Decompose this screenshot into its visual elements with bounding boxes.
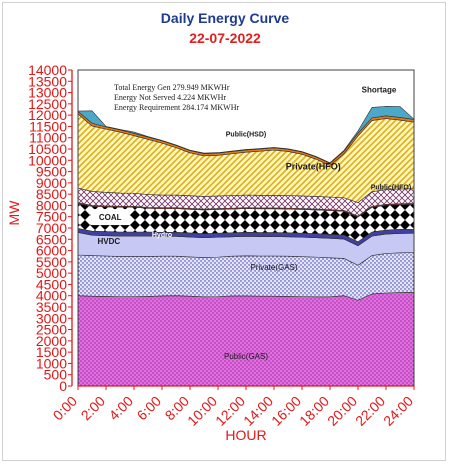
- chart-title: Daily Energy Curve: [160, 10, 290, 26]
- y-tick-label: 2000: [36, 333, 67, 349]
- energy-summary-box: [110, 78, 310, 114]
- y-axis-label: MW: [6, 200, 22, 226]
- y-tick-label: 1500: [36, 344, 67, 360]
- y-tick-label: 12000: [28, 107, 67, 123]
- series-label: Public(HSD): [226, 132, 266, 139]
- y-tick-label: 4500: [36, 276, 67, 292]
- y-tick-label: 13000: [28, 85, 67, 101]
- y-tick-label: 5500: [36, 254, 67, 270]
- y-axis: 0500100015002000250030003500400045005000…: [28, 62, 73, 394]
- energy-summary-line: Energy Requirement 284.174 MKWHr: [114, 103, 239, 112]
- y-tick-label: 4000: [36, 288, 67, 304]
- y-tick-label: 0: [59, 378, 67, 394]
- chart-frame: [2, 2, 446, 461]
- y-tick-label: 9000: [36, 175, 67, 191]
- y-tick-label: 7500: [36, 209, 67, 225]
- y-tick-label: 11000: [29, 130, 67, 146]
- y-tick-label: 1000: [36, 355, 67, 371]
- x-tick-label: 22:00: [352, 393, 388, 429]
- y-tick-label: 8500: [36, 186, 67, 202]
- y-tick-label: 7000: [36, 220, 67, 236]
- y-tick-label: 2500: [36, 322, 67, 338]
- x-tick-label: 16:00: [268, 393, 304, 429]
- x-axis: 0:002:004:006:008:0010:0012:0014:0016:00…: [50, 385, 416, 429]
- series-label: Hydro: [152, 232, 172, 239]
- x-tick-label: 2:00: [78, 393, 109, 424]
- energy-summary-line: Energy Not Served 4.224 MKWHr: [114, 93, 226, 102]
- series-label: Private(HFO): [286, 161, 341, 171]
- y-tick-label: 11500: [29, 118, 67, 134]
- y-tick-label: 10500: [28, 141, 67, 157]
- x-tick-label: 18:00: [296, 393, 332, 429]
- series-label: Public(GAS): [224, 352, 268, 361]
- x-tick-label: 10:00: [184, 393, 220, 429]
- x-tick-label: 0:00: [50, 393, 81, 424]
- energy-summary-line: Total Energy Gen 279.949 MKWHr: [114, 83, 230, 92]
- y-tick-label: 6000: [36, 243, 67, 259]
- x-tick-label: 12:00: [212, 393, 248, 429]
- chart-date: 22-07-2022: [189, 30, 261, 46]
- series-labels: Public(GAS) Private(GAS) HVDC Hydro COAL Publ…: [90, 86, 411, 361]
- y-tick-label: 12500: [28, 96, 67, 112]
- series-label: COAL: [99, 213, 122, 222]
- series-label: Private(GAS): [250, 263, 297, 272]
- area-series-public-gas-: [77, 292, 415, 387]
- x-tick-label: 24:00: [380, 393, 416, 429]
- y-tick-label: 13500: [28, 73, 67, 89]
- x-axis-label: HOUR: [225, 427, 266, 443]
- y-tick-label: 14000: [28, 62, 67, 78]
- y-tick-label: 8000: [36, 197, 67, 213]
- y-tick-label: 10000: [28, 152, 67, 168]
- series-label: Shortage: [362, 86, 397, 95]
- x-tick-label: 4:00: [106, 393, 137, 424]
- x-tick-label: 20:00: [324, 393, 360, 429]
- y-tick-label: 3000: [36, 310, 67, 326]
- y-tick-label: 3500: [36, 299, 67, 315]
- y-tick-label: 500: [44, 367, 68, 383]
- y-tick-label: 6500: [36, 231, 67, 247]
- area-series-group: [77, 69, 415, 387]
- x-tick-label: 6:00: [134, 393, 165, 424]
- y-tick-label: 5000: [36, 265, 67, 281]
- coal-label-background: [90, 209, 130, 226]
- series-label: Public(HFO): [371, 185, 411, 192]
- y-tick-label: 9500: [36, 164, 67, 180]
- x-tick-label: 14:00: [240, 393, 276, 429]
- series-label: HVDC: [97, 237, 120, 246]
